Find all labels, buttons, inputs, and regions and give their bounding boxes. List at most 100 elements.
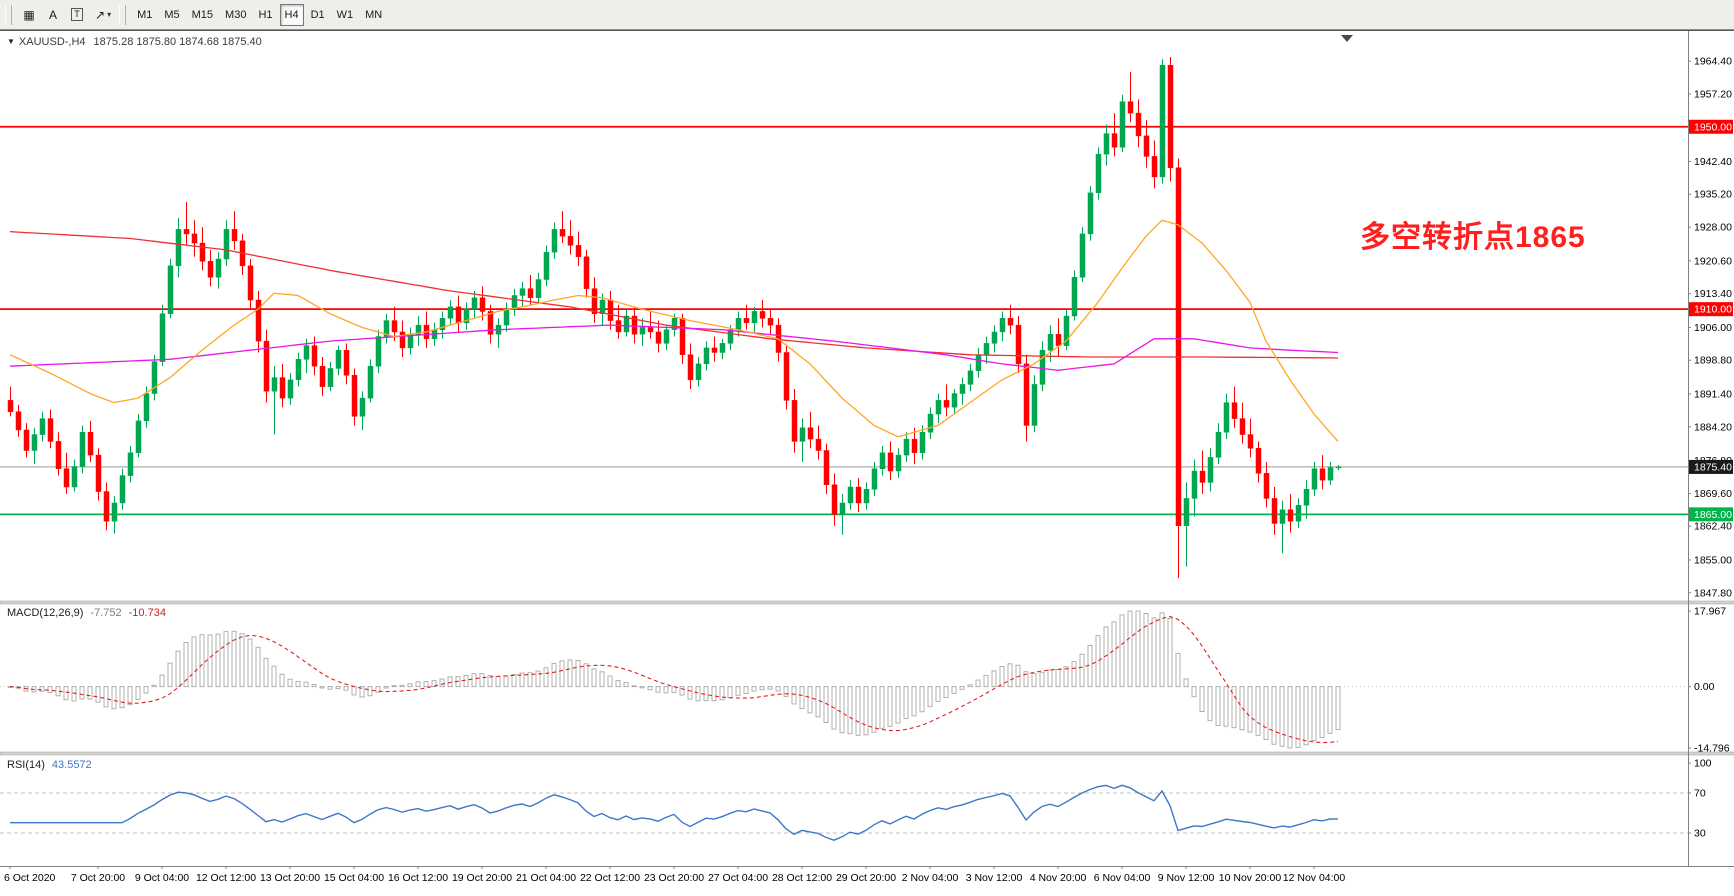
text-box-icon-button[interactable]: T	[66, 4, 88, 26]
macd-histogram-bar	[991, 670, 997, 688]
candle-body	[103, 491, 110, 522]
shapes-icon-button[interactable]: ↗ ▾	[90, 4, 116, 26]
candle-body	[671, 318, 678, 330]
price-axis-label: 1920.60	[1694, 255, 1732, 267]
candle-body	[559, 229, 566, 237]
timeframe-m15-button[interactable]: M15	[187, 4, 218, 26]
medium-ma-line[interactable]	[9, 324, 1339, 371]
macd-histogram-bar	[135, 686, 141, 700]
candle-body	[1047, 333, 1054, 351]
candle-body	[1327, 467, 1334, 481]
toolbar-gripper[interactable]	[5, 4, 12, 25]
macd-histogram-bar	[719, 686, 725, 701]
candle-body	[727, 329, 734, 344]
macd-histogram-bar	[943, 686, 949, 699]
candle-body	[943, 400, 950, 408]
candle-body	[695, 363, 702, 381]
price-tag-label: 1950.00	[1694, 121, 1732, 133]
price-axis-label: 1855.00	[1694, 554, 1732, 566]
macd-histogram-bar	[815, 686, 821, 718]
candle-body	[639, 327, 646, 335]
macd-histogram-bar	[503, 675, 509, 688]
macd-histogram-bar	[1207, 686, 1213, 722]
candle-body	[23, 429, 30, 451]
candle-body	[1031, 384, 1038, 426]
candle-body	[87, 432, 94, 456]
time-axis[interactable]: 6 Oct 2020 7 Oct 20:00 9 Oct 04:00 12 Oct 1…	[4, 866, 1345, 884]
timeframe-m30-button[interactable]: M30	[220, 4, 251, 26]
macd-histogram-bar	[951, 686, 957, 694]
candle-body	[1183, 498, 1190, 527]
time-axis-label: 23 Oct 20:00	[644, 872, 704, 884]
timeframe-h4-button[interactable]: H4	[279, 3, 304, 26]
candle-body	[967, 370, 974, 385]
candle-body	[751, 311, 758, 324]
macd-histogram-bar	[615, 679, 621, 688]
macd-histogram-bar	[1271, 686, 1277, 745]
macd-histogram-bar	[1199, 686, 1205, 712]
macd-histogram-bar	[743, 686, 749, 694]
timeframe-h1-button[interactable]: H1	[253, 4, 277, 26]
macd-histogram-bar	[159, 674, 165, 688]
price-axis-label: 1942.40	[1694, 156, 1732, 168]
timeframe-w1-button[interactable]: W1	[332, 4, 359, 26]
candle-body	[855, 486, 862, 504]
chart-shift-marker-icon[interactable]	[1341, 35, 1353, 42]
toolbar-gripper[interactable]	[119, 4, 127, 25]
macd-histogram-bar	[407, 683, 413, 688]
toolbar: ▦ A T ↗ ▾ M1 M5 M15 M30 H1 H4 D1 W1 MN	[0, 0, 1734, 30]
macd-histogram-bar	[447, 676, 453, 688]
candle-body	[1319, 468, 1326, 481]
price-axis[interactable]: 1964.40 1957.20 1950.00 1942.40 1935.20 1928.…	[1688, 56, 1732, 600]
macd-histogram-bar	[1111, 621, 1117, 688]
macd-histogram-bar	[935, 686, 941, 702]
candle-body	[143, 393, 150, 422]
candle-body	[135, 420, 142, 454]
macd-pane[interactable]: 17.967 0.00 -14.796	[0, 606, 1730, 755]
candle-body	[1135, 112, 1142, 137]
candle-body	[711, 347, 718, 353]
rsi-line	[10, 784, 1339, 841]
text-label-icon-button[interactable]: A	[42, 4, 64, 26]
macd-histogram-bar	[1071, 661, 1077, 688]
candle-body	[1087, 192, 1094, 235]
candle-body	[479, 297, 486, 312]
time-axis-label: 29 Oct 20:00	[836, 872, 896, 884]
macd-histogram-bar	[655, 686, 661, 693]
timeframe-d1-button[interactable]: D1	[306, 4, 330, 26]
candle-body	[255, 299, 262, 342]
candle-body	[951, 393, 958, 408]
macd-histogram-bar	[127, 686, 133, 706]
macd-histogram-bar	[1255, 686, 1261, 736]
fast-ma-line[interactable]	[9, 219, 1339, 442]
candle-body	[1279, 509, 1286, 524]
candle-body	[111, 502, 118, 522]
macd-histogram-bar	[391, 685, 397, 688]
macd-axis-label: -14.796	[1694, 743, 1730, 755]
macd-histogram-bar	[311, 683, 317, 688]
macd-histogram-bar	[343, 686, 349, 691]
macd-histogram-bar	[791, 686, 797, 705]
time-axis-label: 12 Nov 04:00	[1283, 872, 1346, 884]
candle-body	[95, 454, 102, 492]
timeframe-m1-button[interactable]: M1	[132, 4, 157, 26]
macd-histogram-bar	[1087, 644, 1093, 688]
rsi-axis-label: 30	[1694, 828, 1706, 840]
timeframe-m5-button[interactable]: M5	[159, 4, 184, 26]
macd-histogram-bar	[239, 633, 245, 688]
macd-histogram-bar	[1079, 653, 1085, 688]
chart-annotation-text[interactable]: 多空转折点1865	[1360, 221, 1586, 254]
slow-ma-line[interactable]	[9, 230, 1339, 359]
price-axis-label: 1928.00	[1694, 222, 1732, 234]
timeframe-mn-button[interactable]: MN	[360, 4, 387, 26]
rsi-pane[interactable]: 100 70 30	[0, 758, 1712, 841]
candle-body	[823, 450, 830, 485]
candle-body	[159, 313, 166, 362]
candle-body	[599, 299, 606, 314]
candle-body	[1151, 156, 1158, 178]
chart-grid-icon-button[interactable]: ▦	[18, 4, 40, 26]
macd-histogram-bar	[255, 646, 261, 688]
macd-histogram-bar	[671, 686, 677, 693]
candle-body	[791, 400, 798, 442]
